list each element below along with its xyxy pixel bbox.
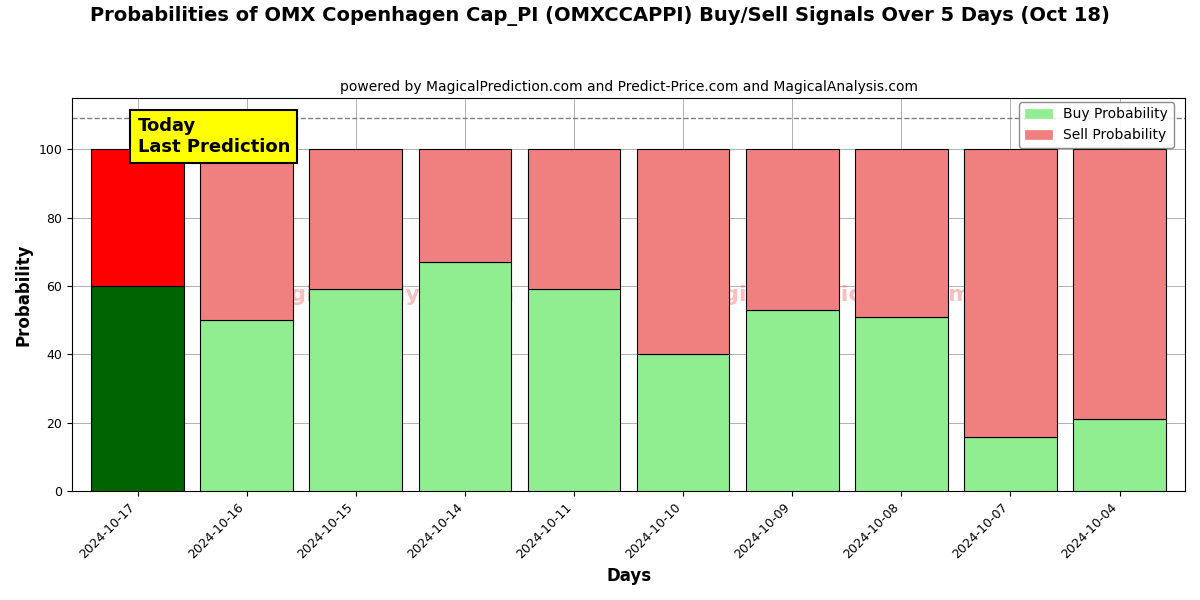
Text: n: n <box>754 284 770 305</box>
Bar <box>637 149 730 355</box>
Bar <box>91 149 184 286</box>
Bar <box>200 149 293 320</box>
Bar <box>746 149 839 310</box>
Legend: Buy Probability, Sell Probability: Buy Probability, Sell Probability <box>1019 102 1174 148</box>
Y-axis label: Probability: Probability <box>16 244 34 346</box>
Bar <box>854 149 948 317</box>
Bar <box>964 437 1057 491</box>
Bar <box>746 310 839 491</box>
Text: MagicalAnalysis.com: MagicalAnalysis.com <box>253 284 515 305</box>
Title: powered by MagicalPrediction.com and Predict-Price.com and MagicalAnalysis.com: powered by MagicalPrediction.com and Pre… <box>340 80 918 94</box>
Text: Probabilities of OMX Copenhagen Cap_PI (OMXCCAPPI) Buy/Sell Signals Over 5 Days : Probabilities of OMX Copenhagen Cap_PI (… <box>90 6 1110 26</box>
Bar <box>528 289 620 491</box>
Bar <box>964 149 1057 437</box>
Bar <box>310 289 402 491</box>
Bar <box>310 149 402 289</box>
Bar <box>91 286 184 491</box>
Bar <box>419 149 511 262</box>
Bar <box>419 262 511 491</box>
Bar <box>637 355 730 491</box>
X-axis label: Days: Days <box>606 567 652 585</box>
Bar <box>200 320 293 491</box>
Text: Today
Last Prediction: Today Last Prediction <box>138 117 290 155</box>
Bar <box>1073 419 1166 491</box>
Bar <box>528 149 620 289</box>
Text: MagicalPrediction.com: MagicalPrediction.com <box>686 284 972 305</box>
Bar <box>854 317 948 491</box>
Bar <box>1073 149 1166 419</box>
